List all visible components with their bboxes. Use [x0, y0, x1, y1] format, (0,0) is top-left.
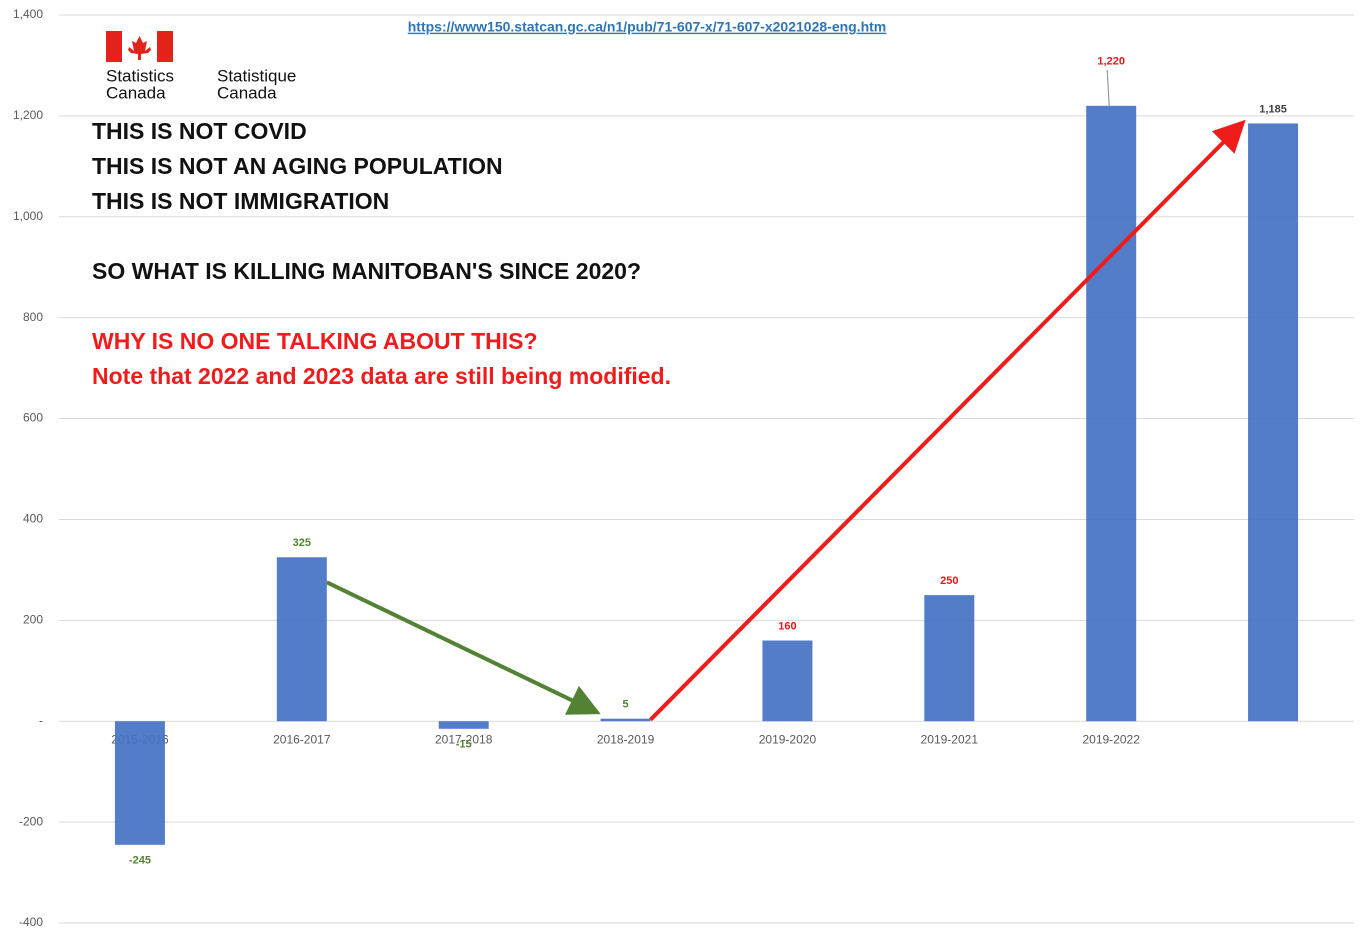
bar [762, 640, 813, 722]
logo-text: Canada [106, 83, 166, 102]
y-tick-label: 600 [23, 411, 43, 425]
alert: Note that 2022 and 2023 data are still b… [92, 363, 671, 389]
y-tick-label: 800 [23, 310, 43, 324]
value-label: -245 [129, 855, 151, 867]
y-tick-label: -200 [19, 814, 43, 828]
x-tick-label: 2019-2022 [1082, 732, 1140, 746]
value-label: 1,185 [1259, 103, 1287, 115]
bar [438, 721, 489, 729]
headline: THIS IS NOT AN AGING POPULATION [92, 153, 503, 179]
green-arrow [325, 580, 601, 715]
alert: WHY IS NO ONE TALKING ABOUT THIS? [92, 328, 538, 354]
x-tick-label: 2017-2018 [435, 732, 493, 746]
bar [276, 557, 327, 722]
bars: 2015-2016-2452016-20173252017-2018-15201… [111, 56, 1299, 867]
value-label: 1,220 [1097, 56, 1125, 68]
bar [600, 718, 651, 722]
value-label: 160 [778, 620, 796, 632]
value-label: -15 [456, 739, 472, 751]
y-tick-label: 400 [23, 512, 43, 526]
maple-leaf [128, 36, 151, 60]
bar [1086, 105, 1137, 722]
source-url[interactable]: https://www150.statcan.gc.ca/n1/pub/71-6… [408, 19, 887, 35]
y-tick-label: - [39, 713, 43, 727]
bar [114, 721, 165, 845]
bar [1248, 123, 1299, 722]
arrows [325, 119, 1246, 722]
leader-line [1106, 69, 1110, 106]
headline: SO WHAT IS KILLING MANITOBAN'S SINCE 202… [92, 258, 641, 284]
y-tick-label: 1,400 [13, 7, 43, 21]
logo: Statistics Canada Statistique Canada [106, 31, 296, 102]
x-tick-label: 2016-2017 [273, 732, 331, 746]
y-tick-label: 1,000 [13, 209, 43, 223]
x-tick-label: 2018-2019 [597, 732, 655, 746]
y-tick-label: 1,200 [13, 108, 43, 122]
value-label: 250 [940, 575, 958, 587]
flag-bar [106, 31, 122, 62]
logo-text: Statistique [217, 66, 296, 85]
red-arrow [649, 119, 1246, 722]
y-tick-label: 200 [23, 613, 43, 627]
flag-bar [157, 31, 173, 62]
x-tick-label: 2019-2021 [921, 732, 979, 746]
value-label: 325 [293, 537, 311, 549]
headline: THIS IS NOT IMMIGRATION [92, 188, 389, 214]
x-tick-label: 2019-2020 [759, 732, 817, 746]
bar [924, 595, 975, 722]
headline: THIS IS NOT COVID [92, 118, 307, 144]
value-label: 5 [623, 699, 629, 711]
logo-text: Statistics [106, 66, 174, 85]
y-tick-label: -400 [19, 915, 43, 929]
logo-text: Canada [217, 83, 277, 102]
